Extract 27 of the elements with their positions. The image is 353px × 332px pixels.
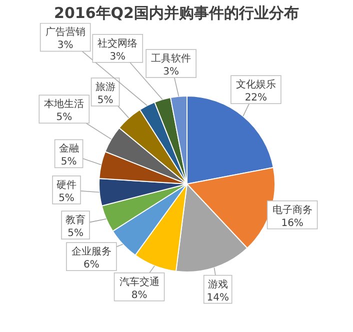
data-label: 8%: [131, 290, 148, 301]
slice-label: 金融: [58, 142, 79, 155]
slice-label: 本地生活: [44, 98, 84, 110]
chart-title: 2016年Q2国内并购事件的行业分布: [53, 4, 300, 23]
data-label: 5%: [58, 192, 74, 204]
data-label: 3%: [163, 66, 180, 78]
data-label: 22%: [244, 92, 268, 104]
data-label: 14%: [206, 292, 229, 304]
data-label: 5%: [68, 228, 84, 240]
slice-label: 游戏: [208, 278, 228, 290]
slice-label: 汽车交通: [119, 276, 160, 288]
slice-label: 工具软件: [151, 52, 192, 65]
slice-label: 广告营销: [45, 26, 86, 38]
slice-label: 企业服务: [71, 246, 112, 258]
data-label: 3%: [57, 40, 74, 52]
data-label: 5%: [56, 112, 72, 124]
slice-label: 社交网络: [98, 37, 138, 50]
slice-label: 电子商务: [272, 204, 312, 216]
slice-label: 旅游: [95, 80, 116, 93]
data-label: 16%: [281, 218, 304, 229]
slice-label: 硬件: [56, 180, 77, 191]
slice-label: 教育: [66, 214, 86, 226]
data-label: 3%: [110, 51, 126, 62]
data-label: 6%: [84, 260, 100, 271]
data-label: 5%: [97, 94, 114, 106]
data-label: 5%: [60, 156, 77, 168]
slice-label: 文化娱乐: [236, 78, 276, 91]
